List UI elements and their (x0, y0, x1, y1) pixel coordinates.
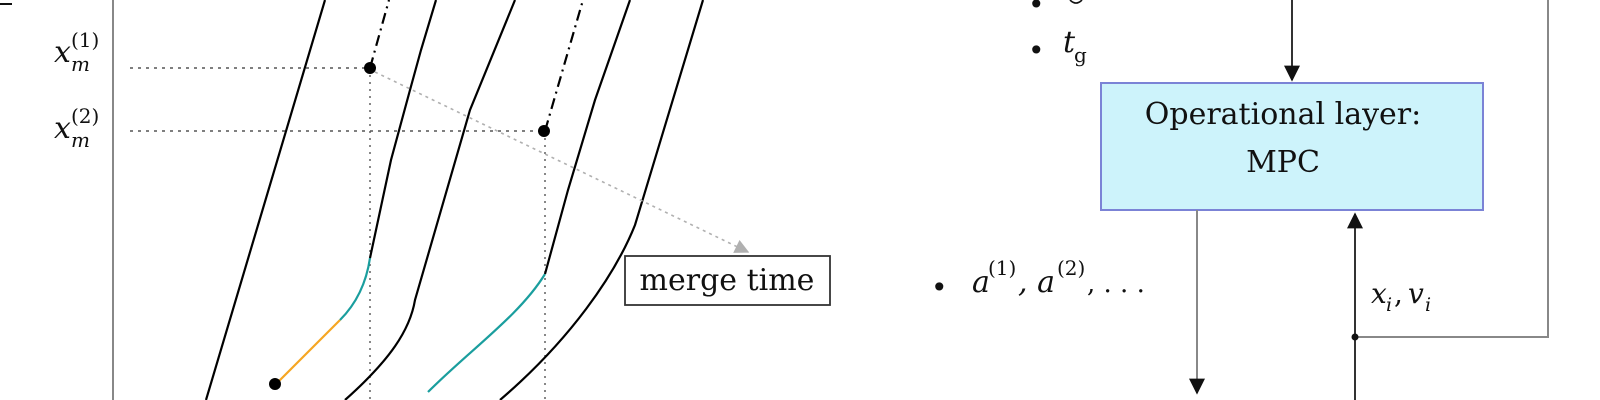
svg-text:v: v (1408, 277, 1424, 310)
trajectory-2-transition (339, 257, 372, 321)
trajectory-2-lower (277, 319, 341, 383)
svg-text:, a: , a (1018, 265, 1055, 300)
label-tg: t g (1063, 25, 1087, 67)
trajectory-5 (499, 0, 705, 400)
svg-text:i: i (1386, 294, 1392, 316)
trajectory-1 (204, 0, 327, 400)
cropped-glyph-top (1069, 0, 1083, 4)
trajectory-3 (344, 0, 517, 400)
trajectory-2-upper (368, 0, 438, 259)
right-panel: • • t g • a (1) , a (2) , . . . Operatio… (931, 0, 1549, 400)
bullet-tg: • (1028, 34, 1045, 67)
start-point (269, 378, 281, 390)
svg-text:a: a (972, 265, 990, 300)
merge-time-label: merge time (640, 263, 815, 298)
left-panel: merge time x m (1) x m (2) (0, 0, 831, 400)
operational-layer-box (1100, 82, 1484, 211)
svg-text:(2): (2) (71, 104, 99, 128)
bullet-top: • (1028, 0, 1045, 21)
bullet-a: • (931, 271, 948, 304)
svg-text:i: i (1425, 294, 1431, 316)
trajectory-4-lower (427, 273, 546, 393)
svg-text:,: , (1394, 277, 1403, 310)
svg-text:x: x (1371, 277, 1387, 310)
svg-text:m: m (71, 128, 90, 152)
feedback-loop (1355, 0, 1549, 338)
merge-time-arrow (374, 71, 750, 253)
svg-text:t: t (1063, 25, 1076, 60)
svg-text:(1): (1) (988, 256, 1016, 280)
feedback-junction (1351, 333, 1359, 341)
label-a-sequence: a (1) , a (2) , . . . (972, 256, 1145, 300)
label-xm1: x m (1) (54, 28, 99, 76)
trajectory-4-planned (543, 0, 585, 132)
svg-text:x: x (54, 35, 71, 70)
svg-text:g: g (1074, 43, 1087, 67)
trajectory-2-planned (368, 0, 391, 69)
merge-point-2 (538, 125, 550, 137)
svg-text:x: x (54, 111, 71, 146)
svg-text:, . . .: , . . . (1087, 269, 1145, 299)
svg-text:(2): (2) (1057, 256, 1085, 280)
label-xm2: x m (2) (54, 104, 99, 152)
trajectory-4-upper (543, 0, 632, 275)
operational-layer-subtitle: MPC (1246, 145, 1320, 180)
svg-text:m: m (71, 52, 90, 76)
label-xi-vi: x i , v i (1371, 277, 1431, 316)
svg-text:(1): (1) (71, 28, 99, 52)
merge-point-1 (364, 62, 376, 74)
merge-time-box (624, 255, 831, 306)
operational-layer-title: Operational layer: (1145, 97, 1421, 132)
